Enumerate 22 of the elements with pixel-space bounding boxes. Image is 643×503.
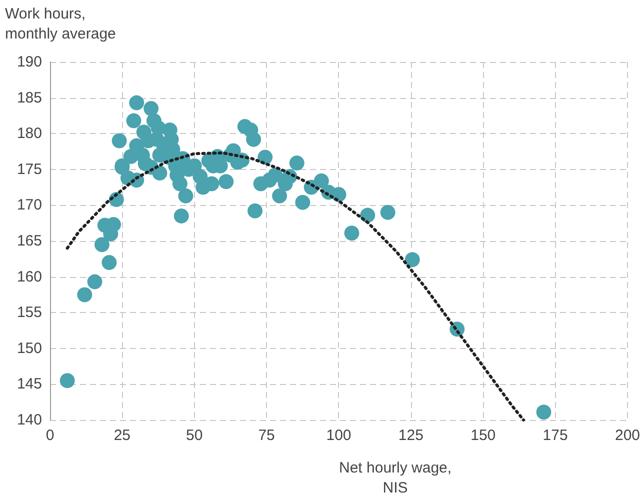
y-tick-label: 160 [16,268,42,286]
y-axis-title: Work hours, monthly average [5,6,116,42]
y-tick-label: 145 [16,376,42,393]
x-tick-label: 75 [258,427,275,444]
x-tick-label: 0 [46,427,54,444]
x-tick-label: 50 [186,427,203,444]
x-tick-label: 175 [542,427,568,444]
y-tick-label: 155 [16,304,42,322]
y-tick-label: 185 [16,89,42,106]
y-tick-label: 140 [16,412,42,428]
x-tick-label: 125 [398,427,424,444]
y-tick-label: 170 [16,196,42,214]
y-tick-label: 190 [16,54,42,70]
x-tick-label: 200 [614,427,640,444]
x-tick-label: 25 [114,427,131,444]
x-tick-label: 100 [326,427,352,444]
x-tick-label: 150 [470,427,496,444]
y-tick-label: 165 [16,232,42,250]
y-tick-label: 180 [16,125,42,142]
x-axis-title: Net hourly wage, NIS [339,460,452,496]
y-tick-label: 175 [16,160,42,178]
y-tick-label: 150 [16,340,42,357]
